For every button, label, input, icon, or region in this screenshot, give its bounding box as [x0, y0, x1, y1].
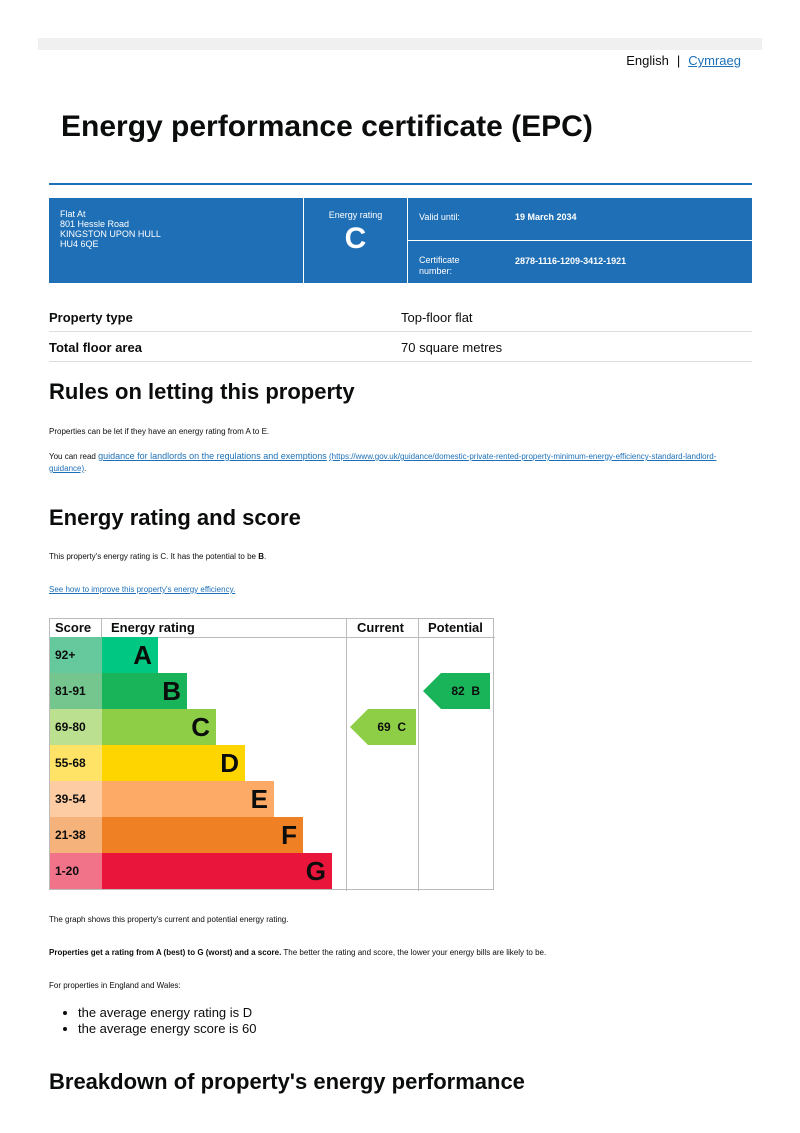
rating-summary: This property's energy rating is C. It h…	[49, 551, 749, 563]
guidance-link[interactable]: guidance for landlords on the regulation…	[98, 451, 327, 461]
text: .	[84, 464, 87, 473]
england-wales-intro: For properties in England and Wales:	[49, 981, 181, 990]
separator: |	[676, 53, 681, 68]
energy-rating-chart: Score Energy rating Current Potential 92…	[49, 618, 495, 891]
language-switcher: English | Cymraeg	[626, 53, 741, 68]
floor-area-label: Total floor area	[49, 340, 142, 355]
score-band-E: 39-54	[50, 781, 102, 817]
guidance-url[interactable]: (https://www.gov.uk/guidance/domestic-pr…	[49, 452, 717, 473]
text: Properties get a rating from A (best) to…	[49, 948, 282, 957]
list-item: the average energy score is 60	[78, 1021, 257, 1037]
rating-bar-B: B	[102, 673, 187, 709]
text: .	[263, 552, 267, 561]
rating-bar-G: G	[102, 853, 332, 889]
floor-area-value: 70 square metres	[401, 340, 503, 355]
address-line: Flat At	[60, 209, 86, 219]
floor-area-row: Total floor area 70 square metres	[49, 331, 752, 362]
property-type-label: Property type	[49, 310, 133, 325]
graph-note: The graph shows this property's current …	[49, 915, 289, 924]
certificate-number-label: Certificate number:	[419, 255, 460, 276]
text: The better the rating and score, the low…	[281, 948, 547, 957]
divider	[408, 240, 752, 241]
title-divider	[49, 183, 752, 185]
valid-until-value: 19 March 2034	[515, 212, 577, 222]
list-item: the average energy rating is D	[78, 1005, 257, 1021]
address: Flat At 801 Hessle Road KINGSTON UPON HU…	[60, 209, 300, 249]
page-title: Energy performance certificate (EPC)	[61, 110, 593, 143]
potential-rating-arrow: 82 B	[423, 673, 490, 709]
averages-list: the average energy rating is D the avera…	[58, 1005, 257, 1037]
breakdown-heading: Breakdown of property's energy performan…	[49, 1069, 525, 1094]
header-energy-rating: Energy rating	[111, 620, 195, 635]
score-band-G: 1-20	[50, 853, 102, 889]
rating-bar-F: F	[102, 817, 303, 853]
divider	[418, 619, 419, 891]
language-cymraeg-link[interactable]: Cymraeg	[688, 53, 741, 68]
language-english: English	[626, 53, 669, 68]
address-line: 801 Hessle Road	[60, 219, 130, 229]
score-band-C: 69-80	[50, 709, 102, 745]
rating-bar-E: E	[102, 781, 274, 817]
rating-heading: Energy rating and score	[49, 505, 301, 530]
text: You can read	[49, 452, 99, 461]
address-line: HU4 6QE	[60, 239, 99, 249]
property-type-row: Property type Top-floor flat	[49, 301, 752, 332]
score-band-D: 55-68	[50, 745, 102, 781]
rules-text: Properties can be let if they have an en…	[49, 427, 270, 436]
score-band-F: 21-38	[50, 817, 102, 853]
score-band-A: 92+	[50, 637, 102, 673]
header-current: Current	[357, 620, 404, 635]
divider	[407, 198, 408, 283]
potential-rating: B	[258, 552, 264, 561]
top-bar	[38, 38, 762, 50]
score-band-B: 81-91	[50, 673, 102, 709]
text: This property's energy rating is C. It h…	[49, 552, 259, 561]
current-rating-arrow: 69 C	[350, 709, 416, 745]
rating-bar-A: A	[102, 637, 158, 673]
header-potential: Potential	[428, 620, 483, 635]
divider	[101, 619, 102, 637]
valid-until-label: Valid until:	[419, 212, 460, 222]
divider	[50, 637, 495, 638]
energy-rating-label: Energy rating	[328, 210, 383, 220]
certificate-summary: Flat At 801 Hessle Road KINGSTON UPON HU…	[49, 198, 752, 283]
divider	[303, 198, 304, 283]
energy-rating-value: C	[344, 222, 367, 255]
certificate-number-value: 2878-1116-1209-3412-1921	[515, 256, 627, 266]
rating-explanation: Properties get a rating from A (best) to…	[49, 947, 749, 959]
rating-bar-C: C	[102, 709, 216, 745]
improve-link-row: See how to improve this property's energ…	[49, 584, 749, 596]
rules-guidance: You can read guidance for landlords on t…	[49, 450, 749, 475]
address-line: KINGSTON UPON HULL	[60, 229, 161, 239]
divider	[346, 619, 347, 891]
rating-bar-D: D	[102, 745, 245, 781]
property-type-value: Top-floor flat	[401, 310, 473, 325]
rules-heading: Rules on letting this property	[49, 379, 355, 404]
improve-efficiency-link[interactable]: See how to improve this property's energ…	[49, 585, 236, 594]
header-score: Score	[55, 620, 92, 635]
